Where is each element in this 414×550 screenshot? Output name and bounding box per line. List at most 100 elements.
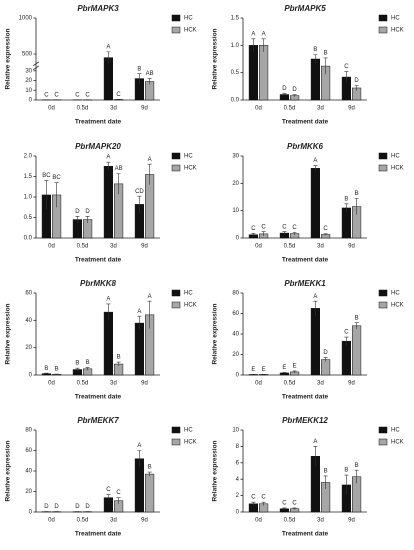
- error-bar: [54, 182, 59, 208]
- legend-label: HC: [184, 291, 193, 297]
- legend-label: HCK: [184, 166, 197, 172]
- error-bar: [313, 54, 318, 64]
- error-bar: [354, 469, 359, 484]
- error-bar: [106, 161, 111, 171]
- legend-swatch: [171, 289, 181, 297]
- significance-letter: B: [55, 367, 59, 373]
- significance-letter: D: [282, 86, 287, 92]
- error-bar: [75, 367, 80, 371]
- significance-letter: A: [313, 294, 317, 300]
- significance-letter: D: [54, 504, 59, 510]
- legend-swatch: [378, 426, 388, 434]
- y-tick-label: 0.5: [24, 215, 33, 221]
- chart-title: PbrMEKK1: [284, 279, 326, 288]
- error-bar: [313, 300, 318, 316]
- error-bar: [261, 501, 266, 506]
- x-tick-label: 0.5d: [284, 106, 296, 112]
- error-bar: [137, 195, 142, 213]
- significance-letter: C: [85, 92, 90, 98]
- x-tick-label: 0.5d: [77, 244, 89, 250]
- x-tick-label: 3d: [317, 244, 324, 250]
- y-tick-label: 0.0: [231, 98, 240, 104]
- error-bar: [354, 198, 359, 215]
- error-bar: [116, 361, 121, 367]
- y-tick-label: 500: [22, 52, 33, 58]
- y-tick-label: 0.0: [24, 236, 33, 242]
- y-tick-label: 40: [232, 332, 239, 338]
- bar: [310, 168, 321, 239]
- y-axis-label: Relative expression: [5, 440, 12, 501]
- significance-letter: C: [292, 500, 297, 506]
- legend-swatch: [378, 14, 388, 22]
- significance-letter: B: [355, 463, 359, 469]
- legend-label: HCK: [391, 28, 404, 34]
- significance-letter: B: [44, 366, 48, 372]
- y-tick-label: 0: [236, 373, 240, 379]
- error-bar: [44, 180, 49, 210]
- error-bar: [137, 450, 142, 467]
- significance-letter: C: [261, 495, 266, 501]
- legend-label: HCK: [184, 303, 197, 309]
- significance-letter: B: [313, 47, 317, 53]
- y-tick-label: 30: [232, 154, 239, 160]
- significance-letter: E: [293, 363, 297, 369]
- significance-letter: C: [251, 226, 256, 232]
- error-bar: [147, 78, 152, 85]
- significance-letter: A: [148, 157, 152, 163]
- x-tick-label: 9d: [141, 518, 148, 524]
- significance-letter: A: [148, 294, 152, 300]
- error-bar: [251, 501, 256, 506]
- y-tick-label: 10: [232, 428, 239, 434]
- significance-letter: B: [137, 66, 141, 72]
- significance-letter: A: [262, 31, 266, 37]
- x-tick-label: 0.5d: [77, 381, 89, 387]
- error-bar: [323, 233, 328, 236]
- y-tick-label: 0: [29, 98, 33, 104]
- error-bar: [292, 370, 297, 373]
- significance-letter: AB: [146, 71, 154, 77]
- error-bar: [85, 367, 90, 371]
- significance-letter: E: [282, 365, 286, 371]
- error-bar: [75, 215, 80, 223]
- bar: [134, 322, 145, 376]
- significance-letter: E: [262, 367, 266, 373]
- x-tick-label: 0d: [255, 244, 262, 250]
- legend-swatch: [171, 301, 181, 309]
- significance-letter: B: [344, 196, 348, 202]
- legend-label: HCK: [184, 440, 197, 446]
- significance-letter: B: [117, 355, 121, 361]
- error-bar: [137, 315, 142, 330]
- error-bar: [261, 38, 266, 52]
- x-axis-label: Treatment date: [282, 119, 329, 126]
- y-tick-label: 20: [25, 78, 32, 84]
- error-bar: [344, 71, 349, 83]
- bar: [341, 340, 352, 376]
- significance-letter: B: [75, 361, 79, 367]
- y-tick-label: 0: [236, 510, 240, 516]
- legend-label: HC: [391, 428, 400, 434]
- y-axis-label: Relative expression: [212, 28, 219, 89]
- legend-label: HC: [184, 428, 193, 434]
- bar: [310, 308, 321, 376]
- error-bar: [282, 507, 287, 510]
- y-tick-label: 6: [236, 460, 240, 466]
- error-bar: [344, 203, 349, 213]
- bar: [103, 311, 113, 376]
- x-tick-label: 3d: [110, 244, 117, 250]
- x-tick-label: 9d: [348, 106, 355, 112]
- x-tick-label: 0d: [48, 244, 55, 250]
- x-axis-label: Treatment date: [75, 257, 122, 264]
- y-tick-label: 60: [25, 448, 32, 454]
- y-tick-label: 1000: [19, 16, 33, 22]
- y-tick-label: 1.0: [24, 195, 33, 201]
- significance-letter: D: [292, 87, 297, 93]
- significance-letter: D: [75, 504, 80, 510]
- significance-letter: C: [292, 225, 297, 231]
- error-bar: [292, 507, 297, 510]
- x-tick-label: 9d: [348, 381, 355, 387]
- x-tick-label: 3d: [317, 106, 324, 112]
- significance-letter: BC: [42, 173, 51, 179]
- error-bar: [137, 73, 142, 84]
- chart-title: PbrMKK8: [80, 279, 117, 288]
